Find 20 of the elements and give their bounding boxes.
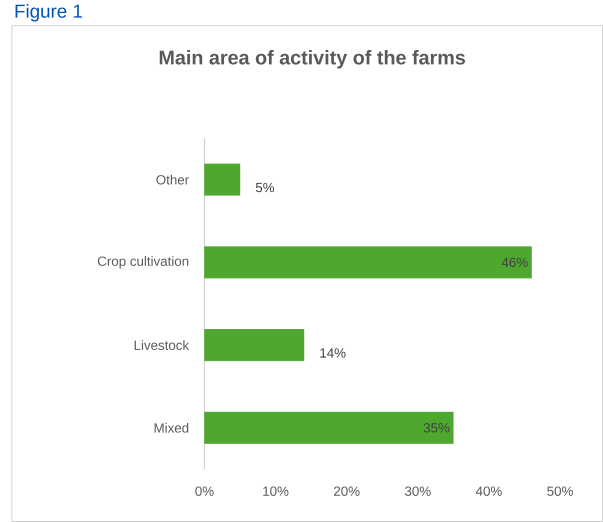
x-tick-label: 40% [476, 486, 502, 496]
y-tick-label: Other [156, 174, 189, 185]
bar [204, 329, 304, 362]
caption: Figure 1 [16, 4, 82, 22]
data-label: 14% [320, 348, 346, 358]
y-tick-label: Livestock [134, 340, 190, 350]
y-tick-label: Mixed [154, 422, 188, 433]
x-tick-label: 0% [195, 486, 214, 496]
data-label: 5% [256, 182, 274, 192]
bar [204, 246, 532, 278]
bar [204, 412, 454, 444]
data-label: 35% [424, 423, 450, 433]
x-tick-label: 30% [404, 486, 431, 496]
x-tick-label: 10% [263, 486, 288, 496]
x-tick-label: 20% [334, 486, 360, 496]
y-tick-label: Crop cultivation [98, 256, 188, 269]
chart-title: Main area of activity of the farms [160, 50, 465, 68]
bar [204, 164, 240, 196]
data-label: 46% [502, 258, 528, 268]
x-tick-label: 50% [547, 486, 573, 496]
